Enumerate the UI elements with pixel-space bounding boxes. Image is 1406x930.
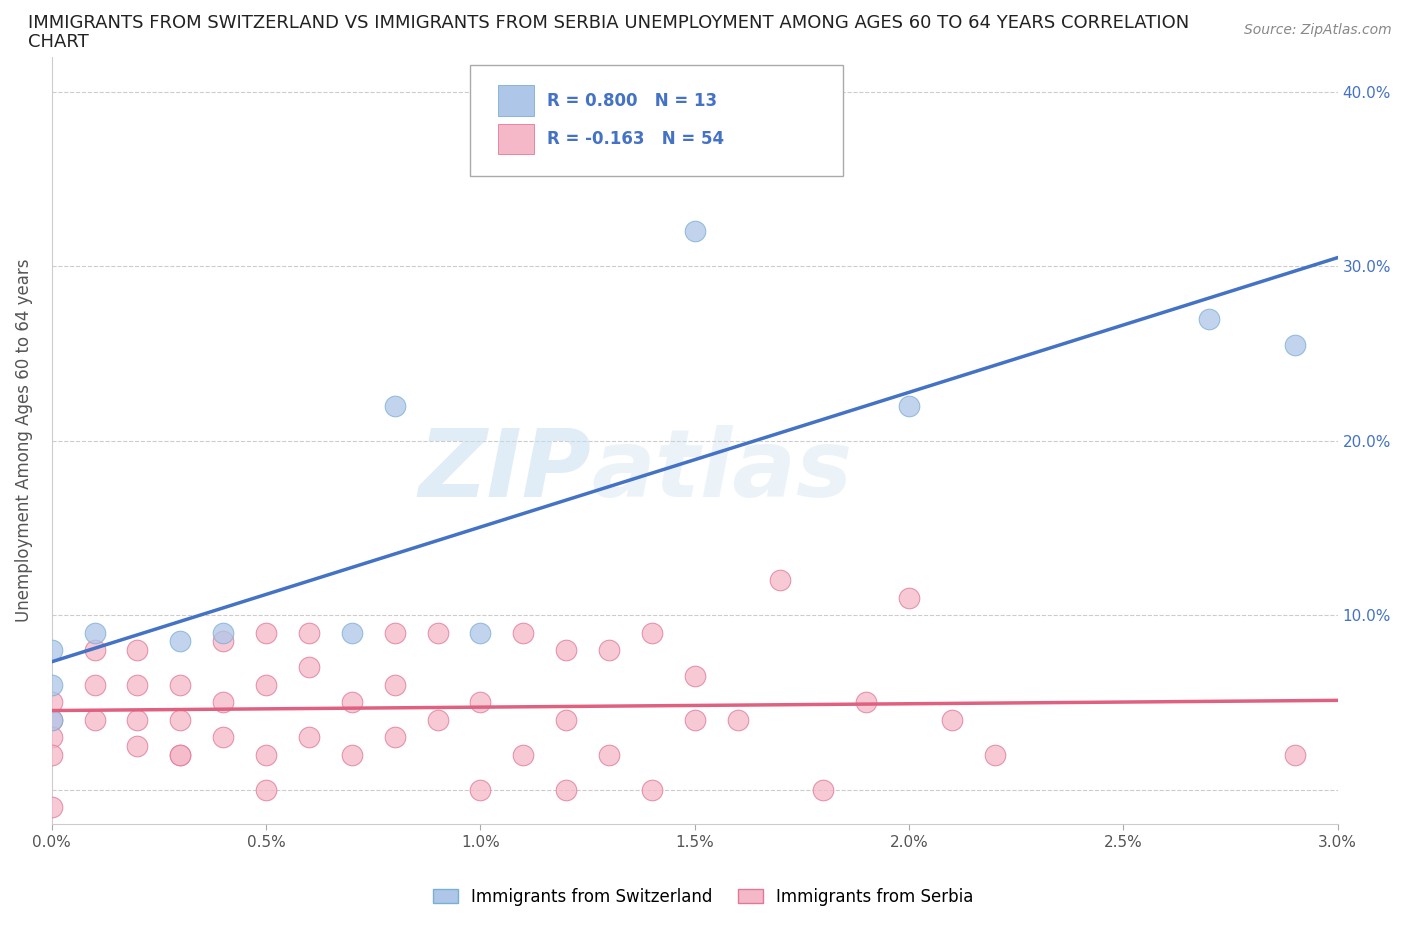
Point bbox=[555, 643, 578, 658]
Text: atlas: atlas bbox=[592, 425, 853, 517]
Point bbox=[683, 224, 706, 239]
Point bbox=[898, 398, 921, 413]
Point bbox=[298, 660, 321, 675]
Point bbox=[641, 625, 664, 640]
Point bbox=[384, 677, 406, 692]
Point bbox=[83, 625, 105, 640]
Point bbox=[169, 712, 191, 727]
Text: IMMIGRANTS FROM SWITZERLAND VS IMMIGRANTS FROM SERBIA UNEMPLOYMENT AMONG AGES 60: IMMIGRANTS FROM SWITZERLAND VS IMMIGRANT… bbox=[28, 14, 1189, 32]
Point bbox=[212, 695, 235, 710]
Point bbox=[169, 748, 191, 763]
Point bbox=[727, 712, 749, 727]
Text: Source: ZipAtlas.com: Source: ZipAtlas.com bbox=[1244, 23, 1392, 37]
Text: CHART: CHART bbox=[28, 33, 89, 50]
Point bbox=[212, 730, 235, 745]
Point bbox=[384, 625, 406, 640]
Point bbox=[1284, 748, 1306, 763]
Legend: Immigrants from Switzerland, Immigrants from Serbia: Immigrants from Switzerland, Immigrants … bbox=[426, 881, 980, 912]
Point bbox=[298, 730, 321, 745]
Point bbox=[1198, 312, 1220, 326]
Point bbox=[683, 669, 706, 684]
Point bbox=[254, 748, 277, 763]
Point bbox=[212, 625, 235, 640]
Point bbox=[769, 573, 792, 588]
Point bbox=[855, 695, 877, 710]
Point bbox=[555, 712, 578, 727]
Point bbox=[470, 625, 492, 640]
Point bbox=[384, 398, 406, 413]
Point bbox=[641, 782, 664, 797]
Point bbox=[41, 712, 63, 727]
FancyBboxPatch shape bbox=[498, 124, 534, 154]
Point bbox=[426, 625, 449, 640]
Point bbox=[512, 625, 534, 640]
Point bbox=[83, 677, 105, 692]
Point bbox=[941, 712, 963, 727]
Y-axis label: Unemployment Among Ages 60 to 64 years: Unemployment Among Ages 60 to 64 years bbox=[15, 259, 32, 622]
Point bbox=[41, 677, 63, 692]
Point bbox=[598, 748, 620, 763]
Point bbox=[127, 712, 149, 727]
Text: ZIP: ZIP bbox=[419, 425, 592, 517]
Point bbox=[555, 782, 578, 797]
Point bbox=[470, 695, 492, 710]
Point bbox=[384, 730, 406, 745]
Point bbox=[41, 748, 63, 763]
Point bbox=[298, 625, 321, 640]
Point bbox=[254, 625, 277, 640]
Point bbox=[1284, 338, 1306, 352]
Point bbox=[340, 748, 363, 763]
Point bbox=[169, 748, 191, 763]
FancyBboxPatch shape bbox=[498, 86, 534, 116]
Point bbox=[169, 677, 191, 692]
Point bbox=[254, 677, 277, 692]
Point bbox=[41, 643, 63, 658]
Point bbox=[127, 677, 149, 692]
Point bbox=[983, 748, 1005, 763]
Point bbox=[127, 643, 149, 658]
Point bbox=[898, 591, 921, 605]
Point bbox=[340, 625, 363, 640]
Point bbox=[470, 782, 492, 797]
Point bbox=[83, 712, 105, 727]
Point bbox=[169, 634, 191, 649]
Point bbox=[41, 730, 63, 745]
Point bbox=[212, 634, 235, 649]
Point bbox=[83, 643, 105, 658]
Point bbox=[813, 782, 835, 797]
Point bbox=[683, 712, 706, 727]
Point bbox=[41, 800, 63, 815]
Point bbox=[254, 782, 277, 797]
Point bbox=[512, 748, 534, 763]
Point bbox=[127, 738, 149, 753]
Point bbox=[41, 695, 63, 710]
Point bbox=[598, 643, 620, 658]
Point bbox=[426, 712, 449, 727]
Point bbox=[340, 695, 363, 710]
Point bbox=[41, 712, 63, 727]
Text: R = 0.800   N = 13: R = 0.800 N = 13 bbox=[547, 92, 717, 110]
FancyBboxPatch shape bbox=[470, 64, 842, 176]
Text: R = -0.163   N = 54: R = -0.163 N = 54 bbox=[547, 130, 724, 148]
